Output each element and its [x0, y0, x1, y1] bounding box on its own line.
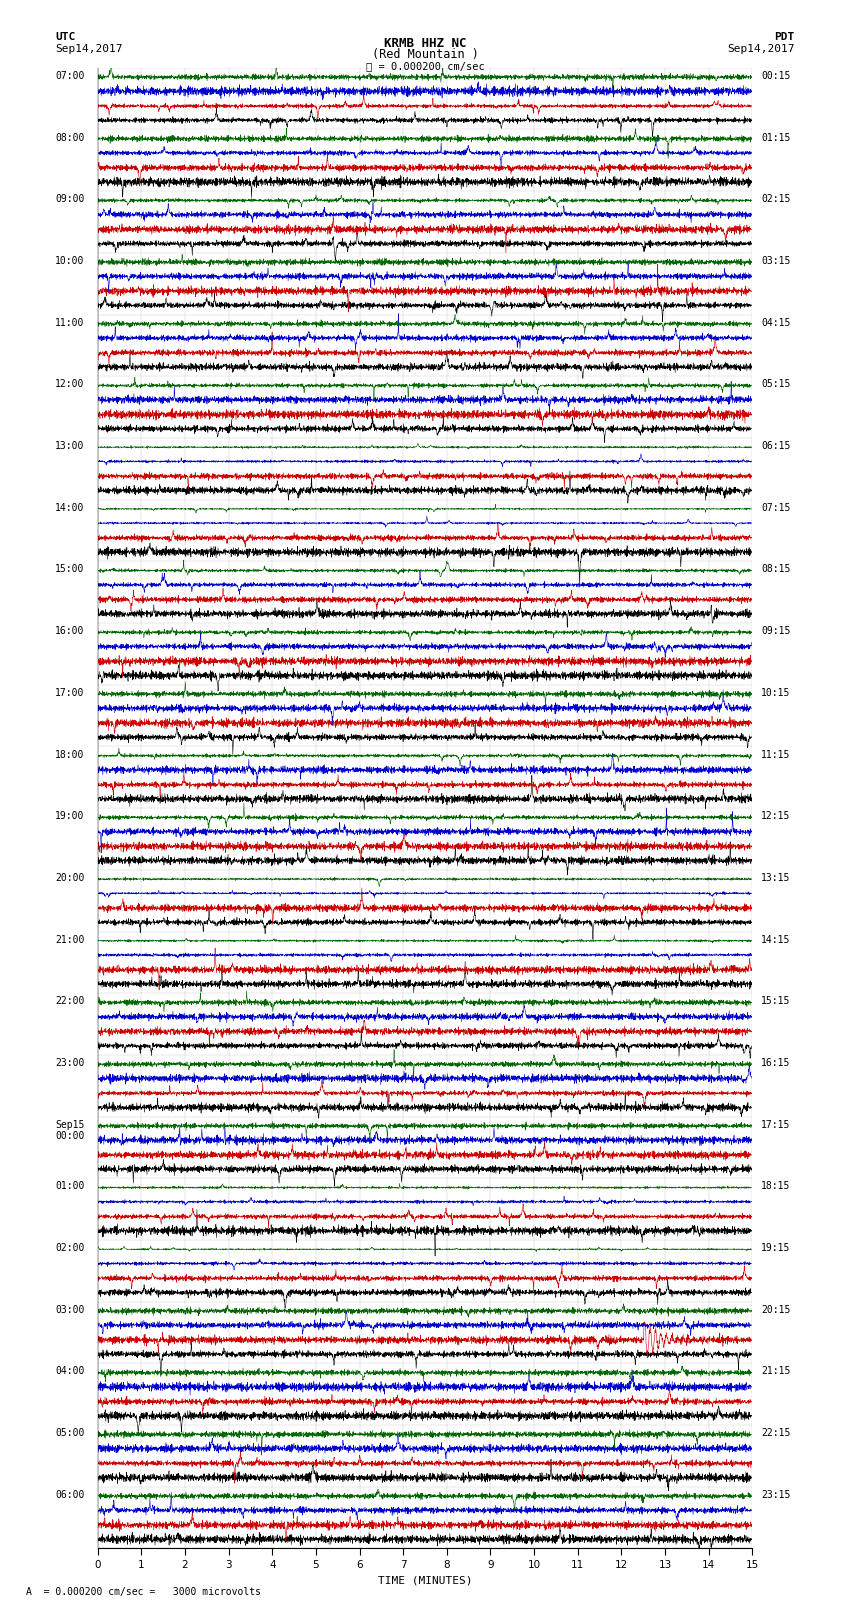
- Text: KRMB HHZ NC: KRMB HHZ NC: [383, 37, 467, 50]
- Text: 14:15: 14:15: [761, 934, 790, 945]
- Text: 02:15: 02:15: [761, 194, 790, 205]
- Text: Sep15
00:00: Sep15 00:00: [55, 1119, 85, 1142]
- Text: 05:15: 05:15: [761, 379, 790, 389]
- Text: 16:00: 16:00: [55, 626, 85, 636]
- Text: 17:00: 17:00: [55, 687, 85, 698]
- Text: Sep14,2017: Sep14,2017: [55, 44, 122, 53]
- Text: 22:00: 22:00: [55, 997, 85, 1007]
- Text: 04:15: 04:15: [761, 318, 790, 327]
- Text: 15:15: 15:15: [761, 997, 790, 1007]
- Text: 17:15: 17:15: [761, 1119, 790, 1129]
- Text: 08:00: 08:00: [55, 132, 85, 142]
- Text: 15:00: 15:00: [55, 565, 85, 574]
- Text: 12:00: 12:00: [55, 379, 85, 389]
- Text: 09:15: 09:15: [761, 626, 790, 636]
- Text: 07:15: 07:15: [761, 503, 790, 513]
- Text: (Red Mountain ): (Red Mountain ): [371, 48, 479, 61]
- Text: 12:15: 12:15: [761, 811, 790, 821]
- Text: 09:00: 09:00: [55, 194, 85, 205]
- Text: 06:00: 06:00: [55, 1490, 85, 1500]
- Text: 04:00: 04:00: [55, 1366, 85, 1376]
- Text: 18:15: 18:15: [761, 1181, 790, 1192]
- Text: 22:15: 22:15: [761, 1428, 790, 1439]
- Text: 02:00: 02:00: [55, 1244, 85, 1253]
- Text: 19:15: 19:15: [761, 1244, 790, 1253]
- Text: 00:15: 00:15: [761, 71, 790, 81]
- Text: 05:00: 05:00: [55, 1428, 85, 1439]
- Text: 19:00: 19:00: [55, 811, 85, 821]
- X-axis label: TIME (MINUTES): TIME (MINUTES): [377, 1576, 473, 1586]
- Text: 20:15: 20:15: [761, 1305, 790, 1315]
- Text: 10:00: 10:00: [55, 256, 85, 266]
- Text: ⎸ = 0.000200 cm/sec: ⎸ = 0.000200 cm/sec: [366, 61, 484, 71]
- Text: 21:00: 21:00: [55, 934, 85, 945]
- Text: 06:15: 06:15: [761, 440, 790, 452]
- Text: 10:15: 10:15: [761, 687, 790, 698]
- Text: 13:15: 13:15: [761, 873, 790, 882]
- Text: 01:00: 01:00: [55, 1181, 85, 1192]
- Text: 07:00: 07:00: [55, 71, 85, 81]
- Text: 20:00: 20:00: [55, 873, 85, 882]
- Text: UTC: UTC: [55, 32, 76, 42]
- Text: 01:15: 01:15: [761, 132, 790, 142]
- Text: 03:15: 03:15: [761, 256, 790, 266]
- Text: 03:00: 03:00: [55, 1305, 85, 1315]
- Text: 23:00: 23:00: [55, 1058, 85, 1068]
- Text: 21:15: 21:15: [761, 1366, 790, 1376]
- Text: 14:00: 14:00: [55, 503, 85, 513]
- Text: A  = 0.000200 cm/sec =   3000 microvolts: A = 0.000200 cm/sec = 3000 microvolts: [26, 1587, 260, 1597]
- Text: 18:00: 18:00: [55, 750, 85, 760]
- Text: 11:15: 11:15: [761, 750, 790, 760]
- Text: 08:15: 08:15: [761, 565, 790, 574]
- Text: 16:15: 16:15: [761, 1058, 790, 1068]
- Text: 13:00: 13:00: [55, 440, 85, 452]
- Text: Sep14,2017: Sep14,2017: [728, 44, 795, 53]
- Text: 11:00: 11:00: [55, 318, 85, 327]
- Text: 23:15: 23:15: [761, 1490, 790, 1500]
- Text: PDT: PDT: [774, 32, 795, 42]
